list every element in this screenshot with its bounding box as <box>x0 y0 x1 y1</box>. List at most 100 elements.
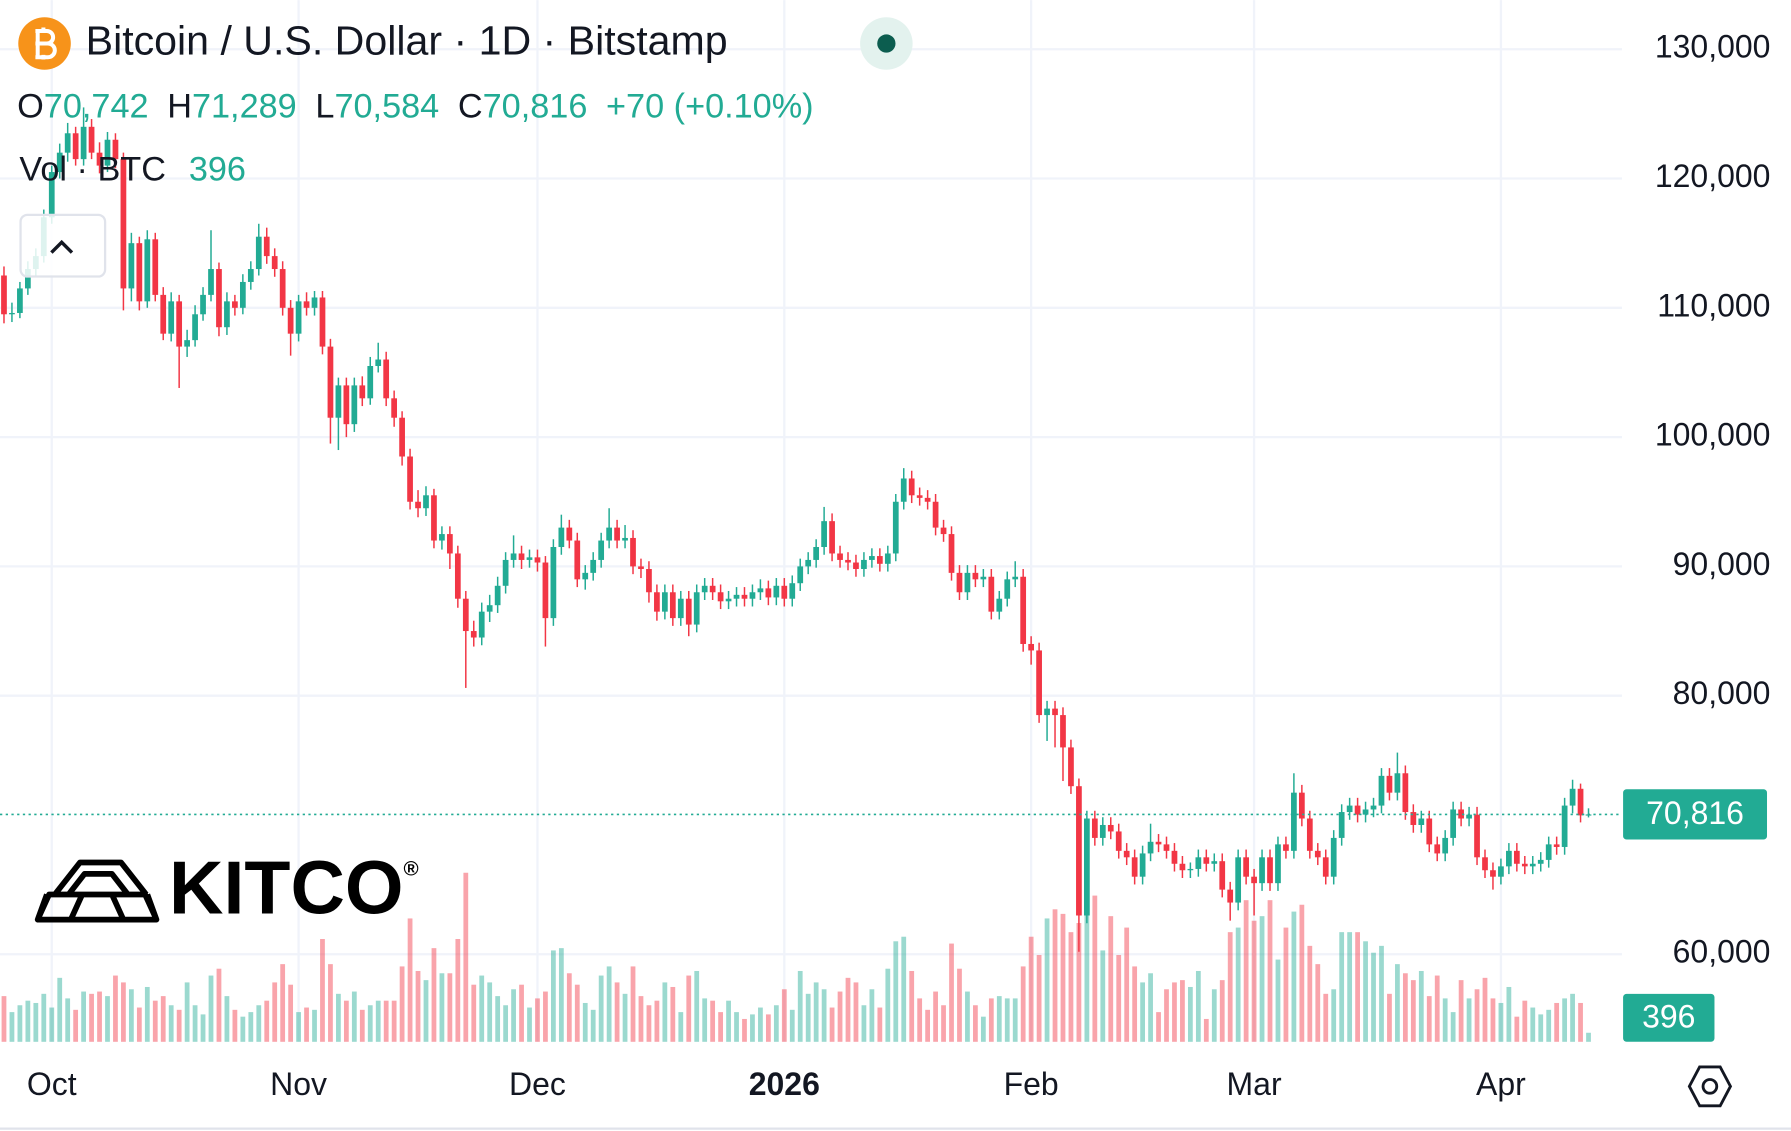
candle-body <box>797 566 804 584</box>
y-tick-label: 110,000 <box>1657 287 1770 323</box>
candle-body <box>144 239 151 302</box>
last-volume-box <box>1623 993 1715 1042</box>
volume-bar <box>1546 1009 1552 1042</box>
volume-bar <box>1052 909 1058 1042</box>
volume-bar <box>1235 927 1241 1042</box>
low-label: L <box>315 88 334 126</box>
candle-body <box>1418 818 1425 825</box>
volume-bar <box>224 996 230 1042</box>
candle-body <box>391 398 398 418</box>
candle-body <box>1298 792 1305 819</box>
volume-bar <box>1180 980 1185 1042</box>
candle-body <box>526 557 533 560</box>
candle-body <box>948 534 955 573</box>
volume-bar <box>511 989 516 1042</box>
candle-body <box>478 611 485 638</box>
candle-body <box>200 294 206 315</box>
candle-body <box>1179 863 1186 871</box>
volume-bar <box>65 998 71 1042</box>
volume-bar <box>359 1009 365 1042</box>
candle-body <box>598 540 605 560</box>
volume-bar <box>933 991 938 1042</box>
ohlc-values: O70,742 H71,289 L70,584 C70,816 +70 (+0.… <box>17 88 813 126</box>
volume-bar <box>1578 1002 1583 1042</box>
volume-bar <box>1124 927 1130 1042</box>
plot-area <box>0 0 1622 1042</box>
volume-bar <box>821 989 827 1042</box>
volume-bar <box>200 1014 206 1042</box>
volume-bar <box>1156 1012 1161 1042</box>
candle-body <box>837 553 843 560</box>
y-tick-label: 60,000 <box>1673 934 1771 970</box>
x-tick-label: Mar <box>1227 1066 1282 1102</box>
volume-bar <box>25 1000 31 1042</box>
candle-body <box>399 417 405 457</box>
volume-bar <box>81 991 86 1042</box>
candle-body <box>1115 831 1122 851</box>
candle-body <box>1529 863 1536 867</box>
volume-bar <box>758 1007 763 1042</box>
candle-body <box>263 236 270 257</box>
volume-bar <box>582 1002 588 1042</box>
x-tick-label: Apr <box>1476 1066 1526 1102</box>
candle-body <box>1521 863 1528 867</box>
candle-body <box>566 527 573 541</box>
volume-bar <box>1554 1002 1560 1042</box>
volume-bar <box>1562 998 1568 1042</box>
volume-bar <box>1466 998 1472 1042</box>
candle-body <box>9 312 15 315</box>
candle-body <box>1155 841 1162 845</box>
volume-bar <box>1291 911 1297 1042</box>
candle-body <box>861 559 867 569</box>
volume-bar <box>909 970 915 1042</box>
volume-bar <box>128 989 134 1042</box>
candle-body <box>439 534 445 541</box>
candle-body <box>940 527 947 535</box>
volume-bar <box>734 1012 739 1042</box>
candle-body <box>232 301 238 308</box>
volume-bar <box>614 982 620 1042</box>
candle-body <box>709 585 716 593</box>
settings-button[interactable] <box>1687 1065 1733 1108</box>
volume-bar <box>1060 913 1066 1042</box>
candle-body <box>853 562 859 569</box>
settings-hexagon <box>1687 1065 1733 1108</box>
candle-body <box>1227 889 1234 903</box>
volume-bar <box>192 1005 198 1042</box>
legend: Bitcoin / U.S. Dollar · 1D · Bitstamp O7… <box>17 17 913 278</box>
volume-bar <box>686 975 692 1042</box>
volume-bar <box>718 1012 723 1042</box>
volume-bar <box>256 1005 262 1042</box>
candle-body <box>1060 715 1066 748</box>
volume-bar <box>176 1009 182 1042</box>
volume-bar <box>543 991 548 1042</box>
volume-bar <box>1195 970 1201 1042</box>
candle-body <box>1036 650 1042 716</box>
volume-bar <box>957 968 962 1042</box>
candle-body <box>1020 576 1027 644</box>
candle-body <box>1426 818 1433 845</box>
volume-bar <box>89 993 94 1042</box>
candle-body <box>630 537 636 567</box>
candle-body <box>1354 805 1361 815</box>
volume-bar <box>415 970 421 1042</box>
candle-body <box>988 576 995 612</box>
candle-body <box>725 598 732 602</box>
volume-bar <box>558 948 564 1042</box>
volume-bar <box>726 1000 731 1042</box>
candle-body <box>1147 841 1154 854</box>
candle-body <box>17 288 23 313</box>
volume-bar <box>1 996 7 1042</box>
candle-body <box>271 256 278 270</box>
candle-body <box>932 501 939 528</box>
volume-bar <box>574 984 580 1042</box>
volume-bar <box>885 968 891 1042</box>
volume-bar <box>1148 973 1153 1042</box>
volume-bar <box>813 982 819 1042</box>
candle-body <box>813 547 820 560</box>
settings-center <box>1701 1078 1719 1095</box>
candle-body <box>1506 850 1512 867</box>
volume-bar <box>1187 986 1193 1042</box>
